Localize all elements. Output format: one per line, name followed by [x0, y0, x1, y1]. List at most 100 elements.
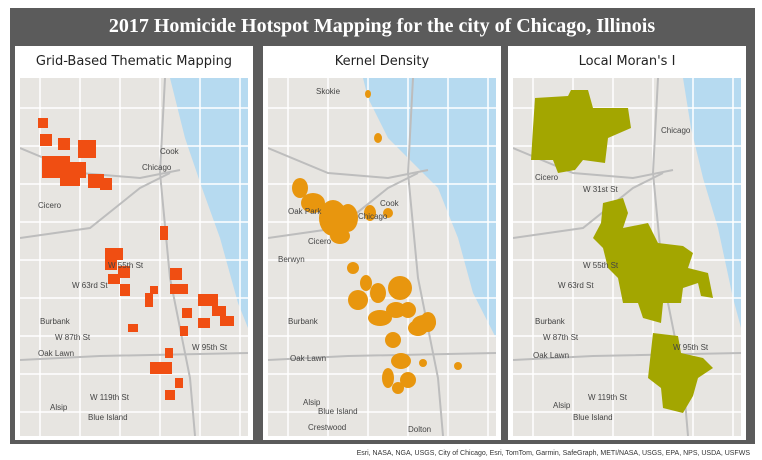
place-label: Cicero — [535, 173, 559, 182]
hotspot — [100, 178, 112, 190]
hotspot — [360, 275, 372, 291]
place-label: Oak Lawn — [290, 354, 326, 363]
place-label: Skokie — [316, 87, 341, 96]
hotspot — [419, 359, 427, 367]
hotspot — [108, 274, 120, 284]
hotspot — [392, 382, 404, 394]
place-label: Cicero — [38, 201, 62, 210]
place-label: Alsip — [50, 403, 68, 412]
hotspot — [330, 228, 350, 244]
hotspot — [198, 318, 210, 328]
hotspot — [42, 156, 70, 178]
highway — [20, 352, 248, 361]
place-label: W 55th St — [583, 261, 619, 270]
hotspot — [182, 308, 192, 318]
panel-title: Grid-Based Thematic Mapping — [36, 54, 232, 69]
hotspot — [40, 134, 52, 146]
panel: Grid-Based Thematic Mapping Chicago Cicero… — [15, 46, 253, 440]
hotspot — [348, 290, 368, 310]
hotspot — [383, 208, 393, 218]
panel-title: Local Moran's I — [579, 54, 676, 69]
place-label: Chicago — [661, 126, 691, 135]
hotspot — [78, 140, 96, 158]
place-label: Oak Lawn — [38, 349, 74, 358]
hotspot — [170, 284, 188, 294]
title: 2017 Homicide Hotspot Mapping for the ci… — [109, 15, 656, 37]
place-label: Cicero — [308, 237, 332, 246]
hotspot — [400, 372, 416, 388]
place-label: Berwyn — [278, 255, 305, 264]
hotspot — [400, 302, 416, 318]
place-label: Crestwood — [308, 423, 346, 432]
hotspot — [368, 310, 392, 326]
hotspot — [212, 306, 226, 316]
highway — [268, 172, 419, 239]
hotspot — [198, 294, 218, 306]
hotspot — [220, 316, 234, 326]
hotspot — [531, 90, 631, 173]
hotspot — [175, 378, 183, 388]
place-label: W 55th St — [108, 261, 144, 270]
hotspot — [38, 118, 48, 128]
place-label: W 95th St — [673, 343, 709, 352]
place-label: W 87th St — [55, 333, 91, 342]
hotspot — [301, 193, 325, 213]
hotspot — [180, 326, 188, 336]
place-label: Burbank — [40, 317, 71, 326]
place-label: Cook — [160, 147, 180, 156]
place-label: Oak Lawn — [533, 351, 569, 360]
hotspot — [593, 198, 713, 323]
hotspot — [365, 90, 371, 98]
highway — [20, 172, 171, 239]
hotspot — [347, 262, 359, 274]
place-label: W 87th St — [543, 333, 579, 342]
place-label: Blue Island — [573, 413, 613, 422]
place-label: Alsip — [303, 398, 321, 407]
lake — [363, 78, 496, 338]
panel: Local Moran's I Chicago Cicero Burbank Oak L… — [508, 46, 746, 440]
place-label: Blue Island — [88, 413, 128, 422]
hotspot — [145, 293, 153, 307]
hotspot — [120, 284, 130, 296]
place-label: Alsip — [553, 401, 571, 410]
hotspot — [648, 333, 713, 413]
hotspot — [388, 276, 412, 300]
highway — [513, 352, 741, 361]
hotspot — [70, 162, 86, 178]
hotspot — [385, 332, 401, 348]
hotspot — [412, 315, 436, 331]
hotspot — [338, 204, 358, 232]
panel-title: Kernel Density — [335, 54, 430, 69]
hotspot — [170, 268, 182, 280]
place-label: W 63rd St — [72, 281, 108, 290]
hotspot — [60, 176, 80, 186]
hotspot — [150, 362, 172, 374]
place-label: Burbank — [535, 317, 566, 326]
hotspot — [160, 226, 168, 240]
hotspot — [454, 362, 462, 370]
place-label: Blue Island — [318, 407, 358, 416]
hotspot — [118, 266, 130, 278]
hotspot — [105, 248, 123, 260]
place-label: Burbank — [288, 317, 319, 326]
place-label: W 119th St — [588, 393, 628, 402]
place-label: Chicago — [142, 163, 172, 172]
hotspot — [370, 283, 386, 303]
highway — [268, 352, 496, 361]
place-label: Dolton — [408, 425, 431, 434]
hotspot — [150, 286, 158, 294]
hotspot — [382, 368, 394, 388]
hotspot — [386, 302, 406, 318]
hotspot — [128, 324, 138, 332]
lake — [170, 78, 248, 328]
place-label: W 31st St — [583, 185, 618, 194]
hotspot — [165, 348, 173, 358]
place-label: W 119th St — [90, 393, 130, 402]
hotspot — [105, 260, 117, 270]
hotspot — [292, 178, 308, 198]
place-label: W 95th St — [192, 343, 228, 352]
hotspot — [319, 200, 347, 236]
